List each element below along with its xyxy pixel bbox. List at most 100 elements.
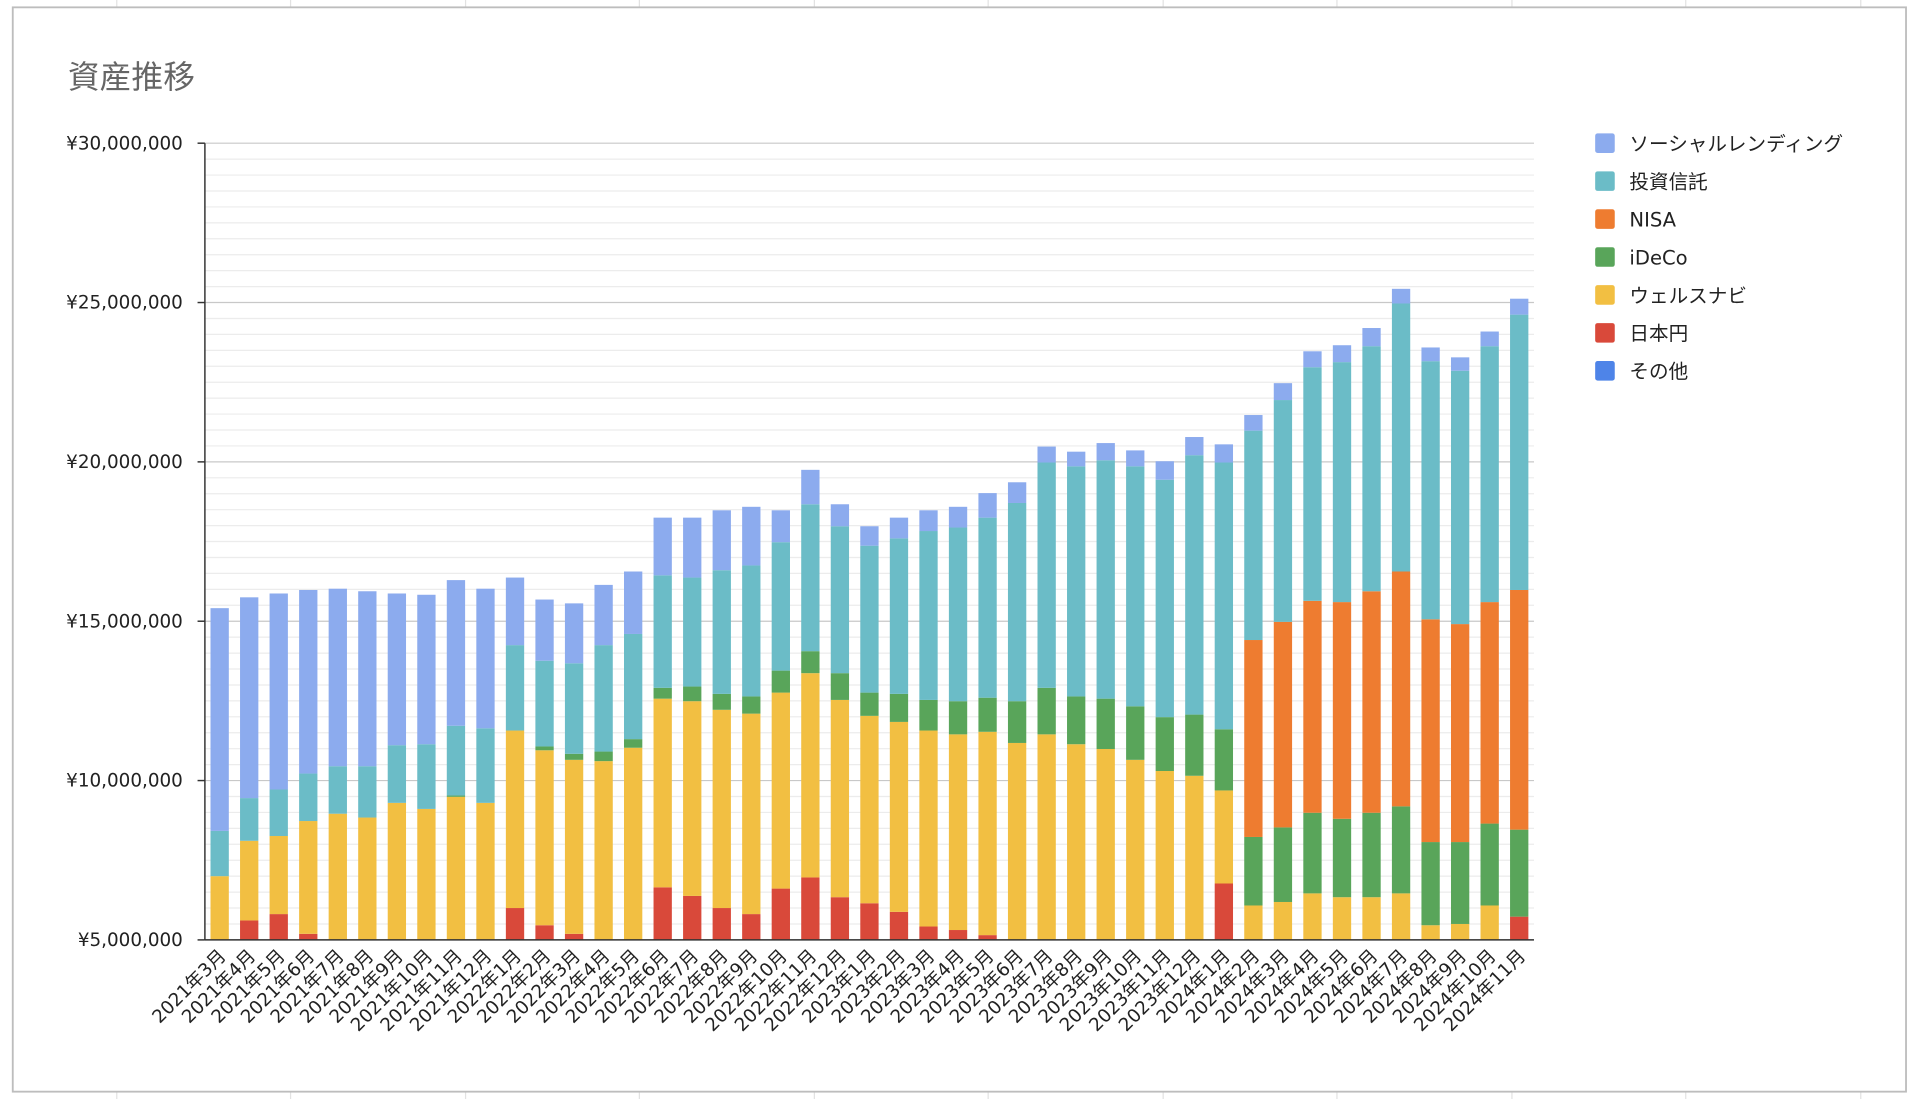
bar-segment: [919, 699, 938, 731]
bar-segment: [1303, 367, 1322, 601]
bar-segment: [1037, 734, 1056, 940]
bar-segment: [742, 506, 761, 566]
bar-segment: [712, 709, 731, 909]
bar-segment: [1126, 759, 1145, 940]
y-tick-label: ¥25,000,000: [66, 293, 183, 314]
bar-segment: [1362, 897, 1381, 940]
bar-segment: [1185, 437, 1204, 456]
bar-segment: [1391, 303, 1411, 572]
bar-segment: [978, 935, 997, 940]
bar-segment: [771, 542, 790, 671]
bar-segment: [948, 701, 968, 735]
bar-segment: [1273, 827, 1293, 902]
bar-segment: [1214, 729, 1234, 791]
bar-segment: [1332, 897, 1352, 940]
bar-segment: [1244, 415, 1263, 431]
bar-segment: [1362, 591, 1381, 813]
legend-swatch: [1595, 209, 1615, 229]
bar-segment: [1067, 466, 1086, 697]
bar-segment: [564, 759, 584, 934]
bar-segment: [1332, 362, 1352, 603]
bar-segment: [1480, 346, 1499, 603]
bar-segment: [860, 903, 879, 940]
bar-segment: [1332, 345, 1352, 363]
bar-segment: [889, 911, 909, 940]
bar-segment: [1155, 770, 1174, 940]
bar-segment: [1480, 905, 1499, 940]
bar-segment: [505, 577, 525, 646]
bar-segment: [1510, 829, 1529, 917]
bar-segment: [801, 673, 820, 878]
bar-segment: [387, 802, 407, 940]
y-tick-label: ¥10,000,000: [66, 771, 183, 792]
bar-segment: [623, 747, 643, 940]
bar-segment: [653, 575, 672, 688]
bar-segment: [1126, 706, 1145, 760]
bar-segment: [1421, 619, 1440, 843]
bar-segment: [564, 663, 584, 754]
bar-segment: [1391, 893, 1411, 940]
bar-segment: [742, 914, 761, 940]
legend-label: iDeCo: [1629, 246, 1687, 269]
bar-segment: [594, 584, 613, 646]
bar-segment: [387, 745, 407, 803]
bar-segment: [919, 926, 938, 940]
bar-segment: [1480, 823, 1499, 906]
bar-segment: [1007, 502, 1027, 702]
bar-segment: [830, 897, 850, 940]
legend-swatch: [1595, 285, 1615, 305]
bar-segment: [712, 693, 731, 710]
bar-segment: [1510, 298, 1529, 315]
bar-segment: [653, 687, 672, 699]
bar-segment: [1214, 790, 1234, 884]
bar-segment: [269, 914, 288, 940]
bar-segment: [771, 888, 790, 940]
bar-segment: [860, 545, 879, 693]
bar-segment: [1450, 624, 1470, 843]
bar-segment: [683, 686, 702, 702]
bar-segment: [1303, 600, 1322, 813]
y-tick-label: ¥15,000,000: [66, 611, 183, 632]
bar-segment: [535, 750, 554, 926]
bar-segment: [889, 517, 909, 539]
bar-segment: [712, 908, 731, 940]
bar-segment: [1126, 466, 1145, 707]
bar-segment: [1421, 925, 1440, 940]
bar-segment: [299, 589, 318, 774]
legend-swatch: [1595, 323, 1615, 343]
bar-segment: [328, 813, 347, 940]
bar-segment: [210, 608, 229, 831]
bar-segment: [1450, 842, 1470, 924]
bar-segment: [889, 693, 909, 722]
bar-segment: [446, 725, 466, 796]
bar-segment: [1303, 351, 1322, 368]
bar-segment: [1391, 806, 1411, 894]
bar-segment: [358, 591, 377, 767]
bar-segment: [535, 660, 554, 747]
bar-segment: [1421, 361, 1440, 620]
bar-segment: [830, 526, 850, 674]
bar-segment: [860, 692, 879, 716]
bar-segment: [1096, 749, 1115, 940]
bar-segment: [1421, 842, 1440, 926]
bar-segment: [1185, 714, 1204, 776]
bar-segment: [269, 836, 288, 915]
bar-segment: [1510, 916, 1529, 940]
bar-segment: [1007, 482, 1027, 503]
bar-segment: [1007, 742, 1027, 940]
bar-segment: [240, 840, 259, 921]
bar-segment: [1155, 717, 1174, 771]
bar-segment: [210, 876, 229, 940]
bar-segment: [1421, 347, 1440, 362]
y-tick-label: ¥20,000,000: [66, 452, 183, 473]
bar-segment: [948, 734, 968, 931]
bar-segment: [269, 789, 288, 837]
bar-segment: [683, 577, 702, 687]
bar-segment: [978, 517, 997, 698]
bar-segment: [1155, 461, 1174, 480]
bar-segment: [594, 751, 613, 762]
bar-segment: [1126, 450, 1145, 467]
bar-segment: [712, 570, 731, 694]
bar-segment: [919, 730, 938, 927]
